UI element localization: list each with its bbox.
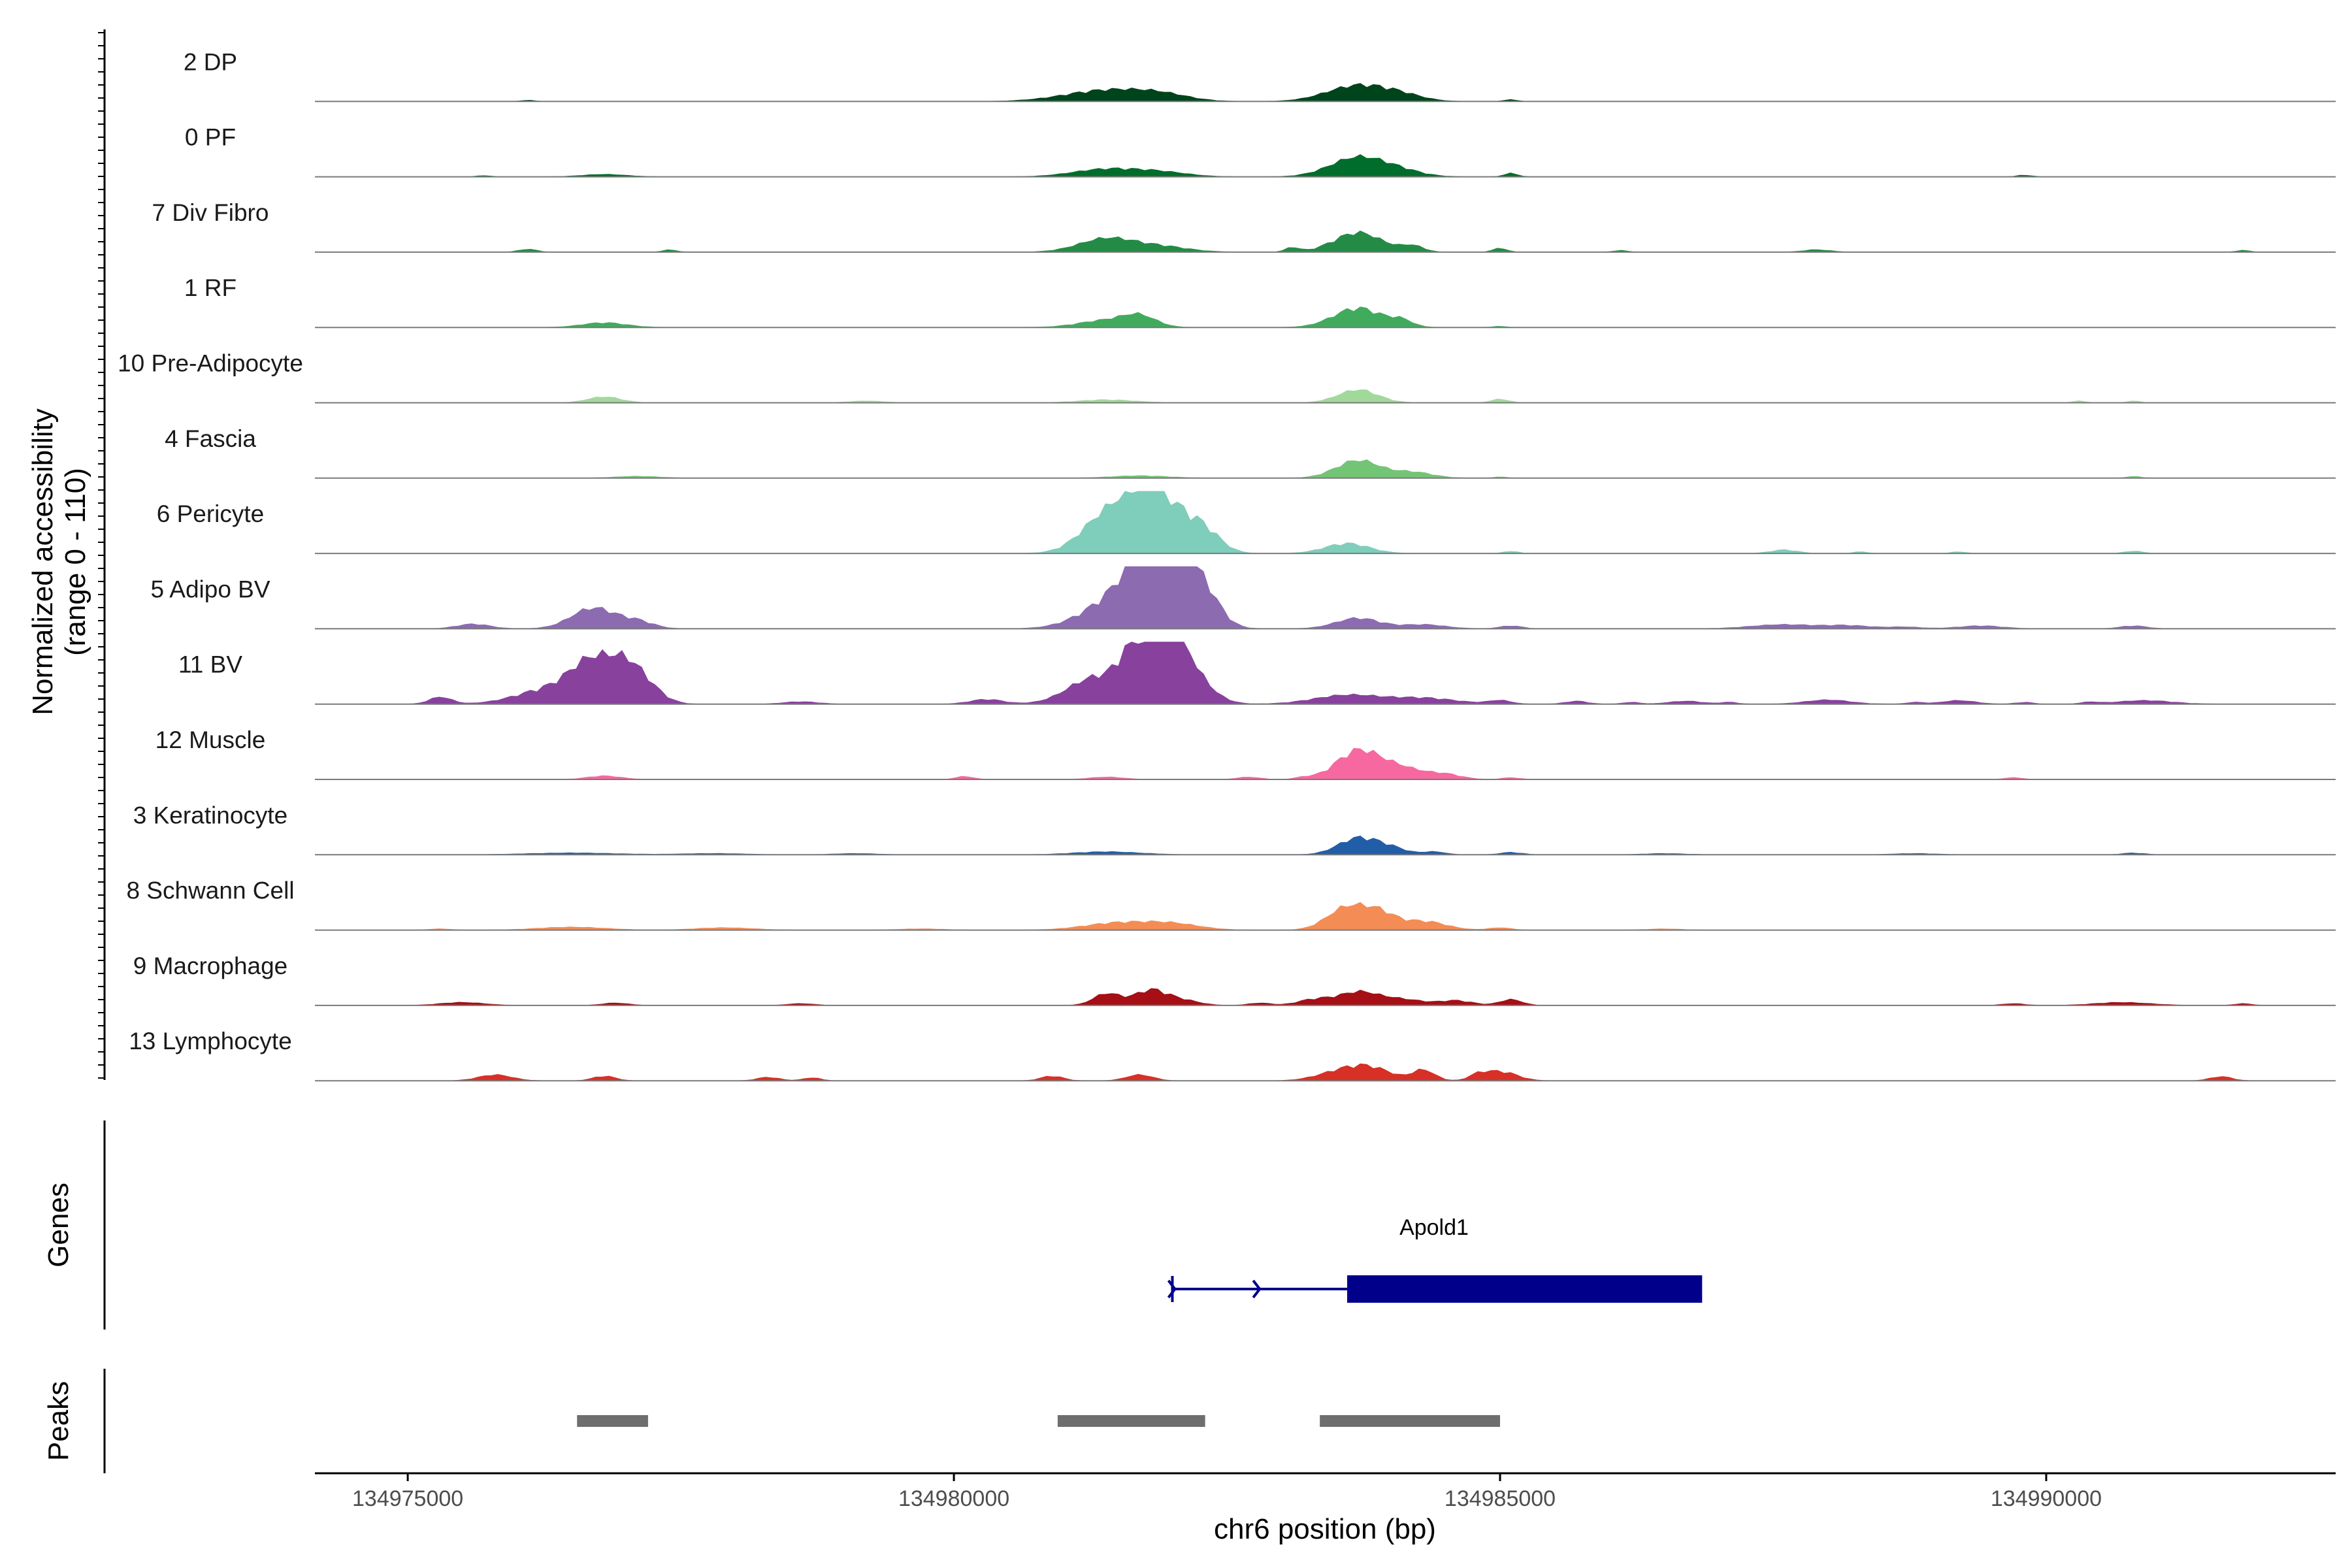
track-3: 7 Div Fibro [152,199,2336,253]
track-signal [315,988,2336,1006]
strand-arrow [1167,1279,1177,1299]
track-signal [315,389,2336,403]
track-label: 11 BV [178,651,242,678]
track-10: 12 Muscle [155,727,2336,780]
genes-panel-label: Genes [42,1183,74,1267]
track-signal [315,154,2336,178]
track-label: 3 Keratinocyte [133,802,288,828]
track-label: 13 Lymphocyte [129,1028,292,1054]
peak-bar [1057,1415,1205,1427]
track-signal [315,1063,2336,1081]
track-9: 11 BV [178,642,2336,705]
y-axis-title: Normalized accessibility (range 0 - 110) [27,408,91,715]
track-signal [315,747,2336,780]
track-label: 4 Fascia [165,425,256,452]
track-signal [315,83,2336,102]
track-label: 8 Schwann Cell [126,877,294,904]
track-6: 4 Fascia [165,425,2336,479]
track-4: 1 RF [184,274,2336,329]
track-7: 6 Pericyte [157,491,2336,555]
track-signal [315,306,2336,328]
track-signal [315,566,2336,629]
track-signal [315,459,2336,479]
coverage-y-ticks [98,32,105,1079]
track-8: 5 Adipo BV [150,566,2336,630]
track-12: 8 Schwann Cell [126,877,2336,931]
genes-track: Apold1 [1167,1215,1703,1303]
track-signal [315,491,2336,554]
y-axis-title-main: Normalized accessibility [27,408,59,715]
gene-exon [1347,1275,1703,1303]
track-label: 7 Div Fibro [152,199,269,226]
track-label: 10 Pre-Adipocyte [118,350,303,377]
track-label: 12 Muscle [155,727,266,753]
gene-Apold1: Apold1 [1167,1215,1703,1303]
track-14: 13 Lymphocyte [129,1028,2336,1082]
x-tick-label: 134975000 [352,1486,463,1511]
track-label: 0 PF [185,124,236,151]
track-signal [315,642,2336,705]
gene-label: Apold1 [1399,1215,1469,1240]
track-signal [315,230,2336,253]
track-2: 0 PF [185,124,2336,178]
x-axis-title: chr6 position (bp) [1214,1513,1436,1545]
peak-bar [577,1415,648,1427]
track-1: 2 DP [184,48,2336,103]
x-tick-label: 134990000 [1991,1486,2102,1511]
track-label: 6 Pericyte [157,500,265,527]
x-tick-label: 134980000 [898,1486,1009,1511]
peaks-panel-label: Peaks [42,1381,74,1461]
track-11: 3 Keratinocyte [133,802,2336,856]
peaks-track [577,1415,1501,1427]
y-axis-title-range: (range 0 - 110) [59,468,91,656]
track-13: 9 Macrophage [133,953,2336,1006]
coverage-tracks: 2 DP 0 PF 7 Div Fibro 1 RF 10 Pre-Adipocyte 4… [118,48,2336,1082]
x-tick-label: 134985000 [1445,1486,1556,1511]
track-label: 1 RF [184,274,237,301]
track-label: 5 Adipo BV [150,576,270,602]
track-signal [315,902,2336,931]
track-signal [315,836,2336,855]
track-label: 2 DP [184,48,237,75]
x-axis-ticks: 134975000 134980000 134985000 134990000 [352,1473,2102,1511]
track-label: 9 Macrophage [133,953,288,979]
track-5: 10 Pre-Adipocyte [118,350,2336,404]
peak-bar [1320,1415,1501,1427]
strand-arrow [1252,1279,1262,1299]
